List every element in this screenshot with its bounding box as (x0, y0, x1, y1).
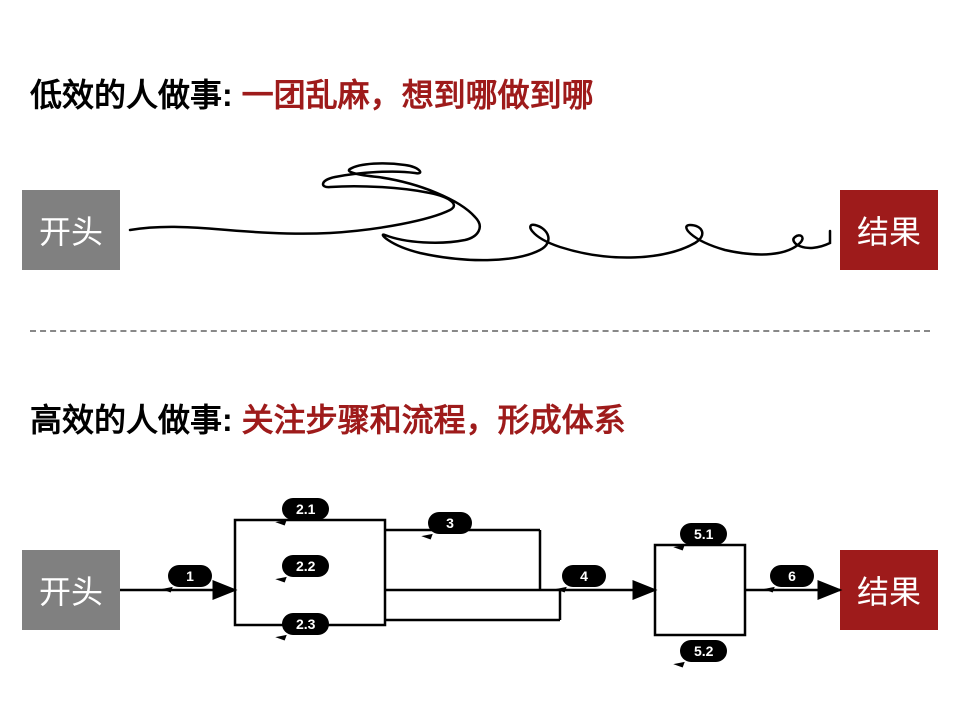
step-badge-5-2: 5.2 (680, 640, 727, 662)
step-badge-1: 1 (168, 565, 212, 587)
step-badge-4: 4 (562, 565, 606, 587)
step-badge-5-1: 5.1 (680, 523, 727, 545)
step-badge-6: 6 (770, 565, 814, 587)
flow-rect (655, 545, 745, 635)
step-badge-2-3: 2.3 (282, 613, 329, 635)
step-badge-3: 3 (428, 512, 472, 534)
step-badge-2-1: 2.1 (282, 498, 329, 520)
flowchart-svg (0, 0, 960, 720)
step-badge-2-2: 2.2 (282, 555, 329, 577)
